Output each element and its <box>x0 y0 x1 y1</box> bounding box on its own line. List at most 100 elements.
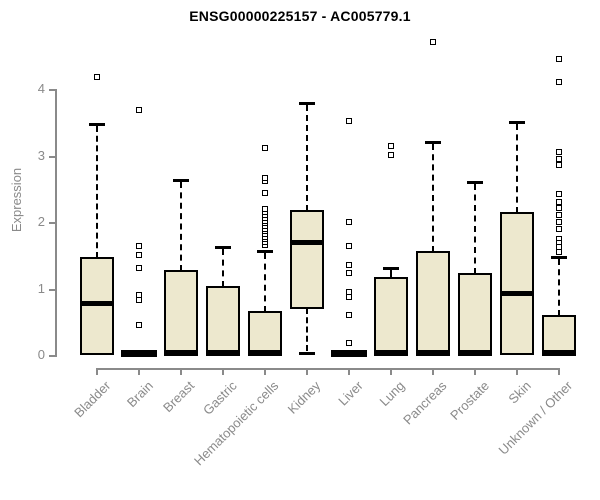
x-axis-tick <box>474 368 476 375</box>
boxplot-outlier-point <box>556 78 562 85</box>
boxplot-upper-whisker <box>558 258 560 316</box>
boxplot-outlier-point <box>556 225 562 232</box>
x-category-label: Breast <box>160 378 198 416</box>
boxplot-upper-whisker <box>96 125 98 258</box>
boxplot-median-line <box>543 350 575 355</box>
boxplot-outlier-point <box>556 199 562 206</box>
boxplot-outlier-point <box>262 189 268 196</box>
boxplot-outlier-point <box>346 294 352 301</box>
boxplot-outlier-point <box>346 219 352 225</box>
boxplot-upper-whisker <box>474 184 476 274</box>
x-category-label: Liver <box>335 378 366 409</box>
boxplot-upper-whisker-cap <box>89 122 105 126</box>
x-category-label: Pancreas <box>400 378 450 428</box>
boxplot-upper-whisker-cap <box>299 101 315 105</box>
boxplot-median-line <box>501 290 533 296</box>
boxplot-outlier-point <box>346 270 352 277</box>
boxplot-outlier-point <box>556 248 562 255</box>
boxplot-outlier-point <box>556 212 562 219</box>
boxplot-box <box>374 276 408 356</box>
boxplot-median-line <box>249 350 281 355</box>
x-category-label: Gastric <box>199 378 240 418</box>
boxplot-upper-whisker <box>306 104 308 212</box>
boxplot-outlier-point <box>388 143 394 150</box>
x-category-label: Brain <box>123 378 156 411</box>
boxplot-upper-whisker-cap <box>425 141 441 145</box>
boxplot-box <box>164 270 198 356</box>
boxplot-box <box>500 211 534 355</box>
x-axis-tick <box>96 368 98 375</box>
boxplot-outlier-point <box>262 175 268 182</box>
boxplot-collapsed-median <box>121 350 157 358</box>
boxplot-outlier-point <box>556 155 562 162</box>
boxplot-box <box>206 286 240 356</box>
boxplot-outlier-point <box>556 219 562 225</box>
boxplot-outlier-point <box>94 74 100 81</box>
x-axis-tick <box>516 368 518 375</box>
x-axis-tick <box>390 368 392 375</box>
boxplot-box <box>416 250 450 356</box>
boxplot-outlier-point <box>388 151 394 158</box>
boxplot-upper-whisker-cap <box>173 179 189 183</box>
x-axis-tick <box>348 368 350 375</box>
boxplot-upper-whisker-cap <box>257 249 273 253</box>
boxplot-upper-whisker <box>432 144 434 252</box>
boxplot-upper-whisker <box>516 124 518 213</box>
boxplot-upper-whisker <box>390 269 392 278</box>
x-axis-tick <box>222 368 224 375</box>
y-tick-label: 0 <box>37 347 45 362</box>
x-axis-tick <box>180 368 182 375</box>
boxplot-outlier-point <box>136 297 142 304</box>
boxplot-outlier-point <box>136 107 142 114</box>
boxplot-outlier-point <box>556 148 562 155</box>
y-axis-tick <box>49 288 55 291</box>
boxplot-outlier-point <box>556 205 562 212</box>
boxplot-upper-whisker-cap <box>383 266 399 270</box>
y-axis-tick <box>49 155 55 158</box>
x-category-label: Skin <box>505 378 534 407</box>
boxplot-outlier-point <box>346 117 352 124</box>
boxplot-outlier-point <box>346 340 352 347</box>
x-category-label: Kidney <box>284 378 324 417</box>
boxplot-box <box>458 272 492 356</box>
x-axis-tick <box>264 368 266 375</box>
boxplot-upper-whisker <box>180 182 182 272</box>
boxplot-upper-whisker-cap <box>551 255 567 259</box>
boxplot-outlier-point <box>136 252 142 259</box>
boxplot-upper-whisker-cap <box>467 181 483 185</box>
boxplot-upper-whisker <box>264 252 266 312</box>
x-category-label: Unknown / Other <box>496 378 576 458</box>
chart-title: ENSG00000225157 - AC005779.1 <box>189 8 411 24</box>
boxplot-outlier-point <box>136 264 142 271</box>
boxplot-median-line <box>81 301 113 307</box>
boxplot-outlier-point <box>346 262 352 269</box>
y-axis-label: Expression <box>9 167 24 233</box>
y-tick-label: 1 <box>37 280 45 296</box>
x-axis-line <box>96 368 560 370</box>
boxplot-median-line <box>375 350 407 355</box>
y-tick-label: 4 <box>37 81 45 96</box>
boxplot-median-line <box>417 350 449 355</box>
boxplot-outlier-point <box>262 205 268 212</box>
boxplot-median-line <box>207 350 239 355</box>
boxplot-outlier-point <box>556 56 562 63</box>
boxplot-outlier-point <box>136 242 142 249</box>
x-axis-tick <box>138 368 140 375</box>
boxplot-median-line <box>165 350 197 355</box>
boxplot-lower-whisker <box>306 308 308 351</box>
boxplot-collapsed-median <box>331 350 367 358</box>
y-axis-tick <box>49 355 55 357</box>
boxplot-upper-whisker-cap <box>215 246 231 250</box>
boxplot-outlier-point <box>556 191 562 198</box>
boxplot-upper-whisker <box>222 249 224 288</box>
x-axis-tick <box>558 368 560 375</box>
boxplot-box <box>290 210 324 310</box>
y-tick-label: 2 <box>37 214 45 229</box>
y-axis-tick <box>49 222 55 224</box>
x-category-label: Prostate <box>446 378 492 423</box>
x-category-label: Bladder <box>71 378 114 421</box>
y-tick-label: 3 <box>37 147 45 163</box>
boxplot-lower-whisker-cap <box>299 352 315 355</box>
boxplot-median-line <box>459 350 491 355</box>
x-category-label: Lung <box>376 378 408 410</box>
